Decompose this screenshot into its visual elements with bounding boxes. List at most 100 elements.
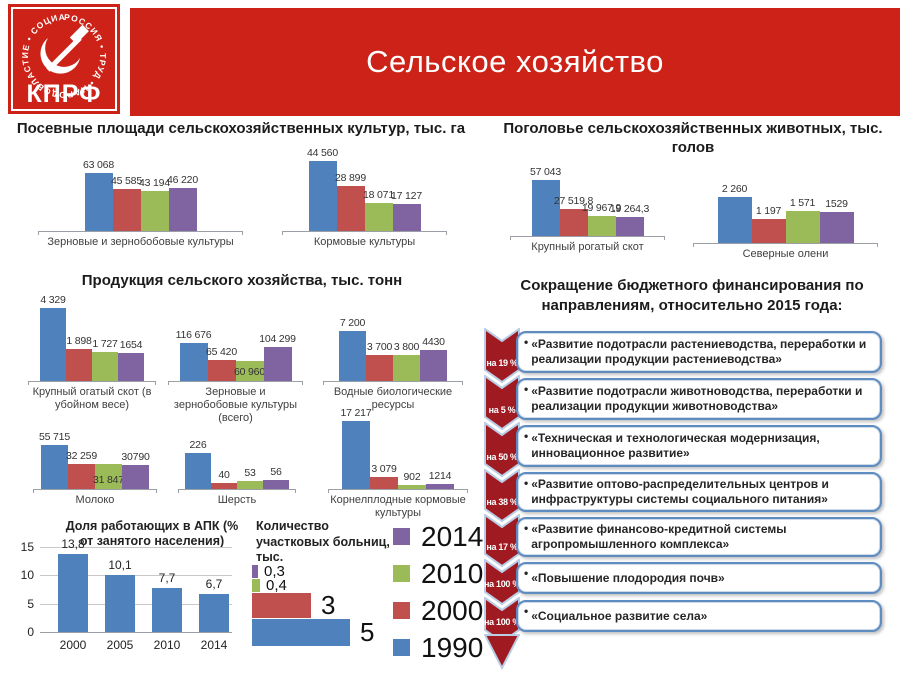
y-axis-tick: 10 [20, 568, 34, 583]
bar-value-label: 19 264,3 [609, 203, 650, 215]
hammer-sickle-emblem-icon: РОССИЯ • ТРУД • НАРОДОВЛАСТИЕ • СОЦИАЛИЗ… [8, 4, 107, 108]
reduction-item: • «Социальное развитие села» [516, 600, 882, 632]
reduction-percent: на 100 % [483, 579, 521, 589]
bullet-icon: • [524, 382, 529, 396]
bar-2000: 3 079 [370, 463, 398, 489]
bar-value-label: 116 676 [175, 329, 212, 341]
bar-value-label: 63 068 [83, 159, 114, 171]
reduction-percent: на 5 % [488, 405, 516, 415]
bullet-icon: • [524, 604, 529, 618]
bar-value-label: 17 217 [340, 407, 372, 419]
bar-value-label: 17 127 [391, 190, 422, 202]
reduction-percent: на 19 % [486, 358, 518, 368]
y-axis-tick: 5 [27, 596, 34, 611]
page-title: Сельское хозяйство [366, 44, 664, 79]
bar-2000 [58, 554, 88, 632]
bar-1990: 116 676 [176, 329, 212, 381]
bar-1990: 2 260 [717, 183, 752, 243]
bar-2014: 1654 [118, 339, 144, 381]
reduction-item-text: «Развитие подотрасли растениеводства, пе… [531, 337, 867, 366]
plot-area: 44 560 28 899 18 071 17 127 [282, 147, 447, 235]
chart-group-cattle: 57 043 27 519,8 19 967,9 19 264,3 Крупный ро… [510, 164, 665, 254]
bar-2000 [252, 593, 311, 618]
reduction-item-text: «Повышение плодородия почв» [531, 570, 725, 585]
legend-label: 1990 [421, 631, 484, 663]
x-axis-tick: 2014 [200, 638, 228, 652]
bar-1990: 63 068 [83, 159, 114, 231]
bar-1990 [252, 619, 350, 646]
category-label: Корнелплодные кормовые культуры [330, 494, 466, 520]
bar-value-label: 46 220 [167, 174, 198, 186]
reduction-item-text: «Развитие оптово-распределительных центр… [531, 477, 829, 506]
chart-title-hospitals: Количество участковых больниц, тыс. [256, 519, 390, 565]
bar-value-label: 31 847 [93, 474, 124, 486]
svg-text:КПРФ: КПРФ [27, 80, 102, 108]
bar-value-label: 60 960 [234, 366, 265, 378]
bar-2000: 3 700 [366, 341, 393, 381]
bullet-icon: • [524, 429, 529, 443]
reduction-item: • «Развитие оптово-распределительных цент… [516, 472, 882, 512]
reduction-item-text: «Техническая и технологическая модерниза… [531, 431, 820, 460]
bars: 57 043 27 519,8 19 967,9 19 264,3 [510, 166, 665, 236]
bar-value-label: 1 727 [92, 338, 118, 350]
bar-value-label: 1 197 [755, 205, 782, 217]
x-axis-tick: 2000 [59, 638, 87, 652]
chart-group-milk: 55 715 32 259 31 847 30790 Молоко [33, 431, 157, 507]
bar-value-label: 7 200 [339, 317, 366, 329]
kprf-logo: РОССИЯ • ТРУД • НАРОДОВЛАСТИЕ • СОЦИАЛИЗ… [8, 4, 120, 114]
bar-value-label: 3 800 [393, 340, 420, 353]
bar-value-label: 43 194 [139, 177, 170, 189]
bar-value-label: 3 700 [366, 341, 393, 353]
bar-2010: 902 [398, 471, 426, 489]
logo-border [11, 7, 117, 111]
bar-2010: 18 071 [363, 189, 394, 231]
chart-title-production: Продукция сельского хозяйства, тыс. тонн [81, 272, 403, 289]
legend-label: 2000 [421, 594, 484, 626]
bar-value-label: 226 [189, 439, 207, 451]
apk-share-chart: 13,8 10,1 7,7 6,7 [40, 537, 232, 633]
bar-value-label: 0,4 [266, 576, 287, 594]
chart-group-cattle-slaughter: 4 329 1 898 1 727 1654 Крупный огатый скот (… [28, 294, 156, 412]
reduction-percent: на 100 % [483, 617, 521, 627]
bars: 7 200 3 700 3 800 4430 [323, 317, 463, 381]
bar-2000: 28 899 [335, 172, 366, 231]
reduction-item-text: «Развитие финансово-кредитной системы аг… [531, 522, 787, 551]
bar-1990: 4 329 [40, 294, 66, 381]
legend-item-1990: 1990 [393, 629, 483, 666]
bars: 63 068 45 585 43 194 46 220 [38, 159, 243, 231]
bar-2014 [252, 565, 258, 578]
category-label: Водные биологические ресурсы [333, 386, 453, 412]
chart-group-reindeer: 2 260 1 197 1 571 1529 Северные олени [693, 182, 878, 261]
bars: 226 40 53 56 [178, 439, 296, 489]
category-label: Шерсть [217, 494, 257, 506]
chart-group-wool: 226 40 53 56 Шерсть [178, 439, 296, 507]
bar-value-label: 4 329 [40, 294, 66, 306]
chart-group-grain-total: 116 676 65 420 60 960 104 299 Зерновые и зер… [168, 329, 303, 426]
bar-value-label: 32 259 [66, 450, 97, 462]
reduction-item: • «Повышение плодородия почв» [516, 562, 882, 594]
bar-1990: 57 043 [530, 166, 561, 236]
bars: 44 560 28 899 18 071 17 127 [282, 147, 447, 231]
category-label: Зерновые и зернобобовые культуры (всего) [173, 386, 298, 425]
bar-value-label: 0,3 [264, 562, 285, 580]
bar-2000: 27 519,8 [554, 195, 593, 236]
category-label: Зерновые и зернобобовые культуры [47, 236, 234, 248]
category-label: Кормовые культуры [313, 236, 416, 248]
reduction-percent: на 38 % [486, 497, 518, 507]
bar-2010: 19 967,9 [582, 202, 621, 236]
chart-group-fodder-area: 44 560 28 899 18 071 17 127 Кормовые культур… [282, 147, 447, 249]
bullet-icon: • [524, 335, 529, 349]
bar-1990: 226 [185, 439, 211, 489]
bar-2014 [199, 594, 229, 632]
plot-area: 17 217 3 079 902 1214 [328, 407, 468, 493]
reduction-item-text: «Социальное развитие села» [531, 608, 708, 623]
plot-area: 116 676 65 420 60 960 104 299 [168, 329, 303, 385]
bar-value-label: 2 260 [721, 183, 748, 195]
gridline [40, 575, 232, 577]
bar-value-label: 45 585 [111, 175, 142, 187]
bar-2014: 104 299 [259, 333, 296, 381]
plot-area: 55 715 32 259 31 847 30790 [33, 431, 157, 493]
bar-2010: 1 571 [785, 197, 820, 243]
bar-value-label: 1214 [428, 470, 452, 482]
reduction-item: • «Развитие подотрасли растениеводства, п… [516, 331, 882, 373]
